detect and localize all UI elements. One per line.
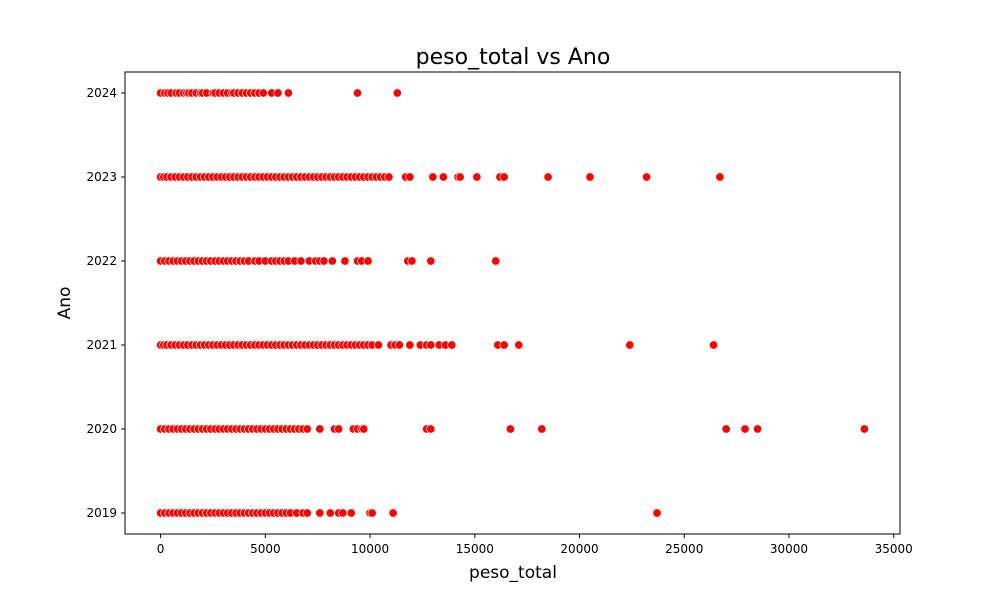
x-axis-ticks: 0 5000 10000 15000 20000 25000 30000 35000 (157, 534, 913, 556)
data-point (405, 172, 415, 182)
data-point (537, 424, 547, 434)
data-point (302, 424, 312, 434)
data-point (319, 256, 329, 266)
data-point (373, 340, 383, 350)
data-point (394, 340, 404, 350)
x-tick-label: 25000 (665, 542, 703, 556)
data-point (258, 88, 268, 98)
data-point (334, 424, 344, 434)
data-point (438, 172, 448, 182)
data-point (302, 508, 312, 518)
y-tick-label: 2024 (86, 86, 117, 100)
data-point (721, 424, 731, 434)
data-point (405, 340, 415, 350)
data-point (543, 172, 553, 182)
data-point (753, 424, 763, 434)
data-point (315, 424, 325, 434)
data-point (325, 508, 335, 518)
x-tick-label: 35000 (875, 542, 913, 556)
data-point (388, 508, 398, 518)
y-axis-ticks: 2019 2020 2021 2022 2023 2024 (86, 86, 125, 520)
x-axis-label: peso_total (469, 563, 557, 583)
data-point (340, 256, 350, 266)
y-tick-label: 2023 (86, 170, 117, 184)
data-point (491, 256, 501, 266)
data-point (315, 508, 325, 518)
data-point (505, 424, 515, 434)
x-tick-label: 30000 (770, 542, 808, 556)
chart-title: peso_total vs Ano (416, 45, 611, 70)
data-point (625, 340, 635, 350)
data-point (283, 88, 293, 98)
y-tick-label: 2022 (86, 254, 117, 268)
data-point (740, 424, 750, 434)
data-point (472, 172, 482, 182)
data-point (327, 256, 337, 266)
data-point (367, 508, 377, 518)
data-point (359, 424, 369, 434)
data-point (426, 424, 436, 434)
data-point (296, 256, 306, 266)
data-point (715, 172, 725, 182)
plot-area-frame (124, 71, 901, 535)
data-point (384, 172, 394, 182)
data-point (426, 256, 436, 266)
data-point (346, 508, 356, 518)
data-point (407, 256, 417, 266)
data-point (273, 88, 283, 98)
data-point (859, 424, 869, 434)
data-point (363, 256, 373, 266)
data-point (709, 340, 719, 350)
data-point (652, 508, 662, 518)
y-axis-label: Ano (55, 287, 75, 320)
x-tick-label: 5000 (250, 542, 281, 556)
data-point (455, 172, 465, 182)
x-tick-label: 0 (157, 542, 165, 556)
data-point (514, 340, 524, 350)
data-point (447, 340, 457, 350)
x-tick-label: 20000 (560, 542, 598, 556)
x-tick-label: 15000 (456, 542, 494, 556)
data-point (392, 88, 402, 98)
data-point (642, 172, 652, 182)
x-tick-label: 10000 (351, 542, 389, 556)
y-tick-label: 2020 (86, 422, 117, 436)
data-point (428, 172, 438, 182)
data-point (499, 172, 509, 182)
data-point (352, 88, 363, 98)
data-point (338, 508, 348, 518)
data-point (585, 172, 595, 182)
data-point (426, 340, 436, 350)
data-point (499, 340, 509, 350)
data-points (156, 88, 869, 518)
y-tick-label: 2021 (86, 338, 117, 352)
y-tick-label: 2019 (86, 506, 117, 520)
